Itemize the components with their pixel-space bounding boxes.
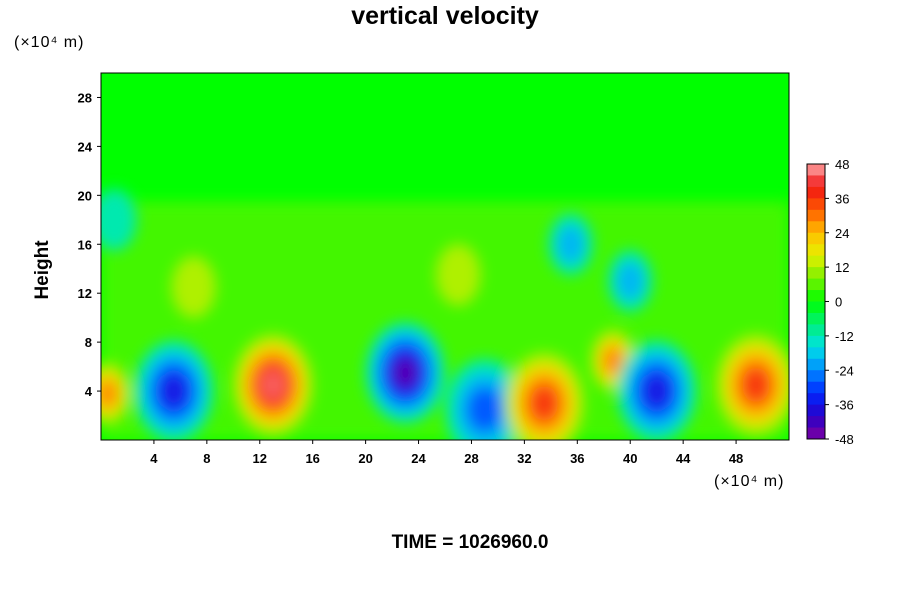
x-tick-label: 44	[676, 451, 691, 466]
heatmap-field	[101, 73, 789, 440]
colorbar-band	[807, 427, 825, 440]
heatmap-cell	[261, 370, 285, 400]
heatmap-cell	[557, 225, 585, 264]
x-tick-label: 28	[464, 451, 478, 466]
colorbar-band	[807, 416, 825, 429]
colorbar-band	[807, 255, 825, 268]
x-tick-label: 16	[305, 451, 319, 466]
colorbar-tick-label: 12	[835, 260, 849, 275]
y-tick-label: 16	[78, 237, 92, 252]
colorbar-band	[807, 221, 825, 234]
colorbar-tick-label: -48	[835, 432, 854, 447]
colorbar-band	[807, 290, 825, 302]
colorbar-band	[807, 324, 825, 337]
colorbar-tick-label: 48	[835, 157, 849, 172]
y-tick-label: 20	[78, 188, 92, 203]
x-axis: 4 8 12 16 20 24 28 32 36 40 44 48	[150, 440, 743, 466]
colorbar: 48 36 24 12 0 -12 -24 -36 -48	[806, 157, 854, 447]
x-axis-unit: (×10⁴ m)	[714, 473, 785, 490]
x-tick-label: 12	[253, 451, 267, 466]
heatmap-cell	[603, 346, 623, 375]
x-tick-label: 20	[358, 451, 372, 466]
colorbar-band	[807, 278, 825, 291]
colorbar-tick-label: -24	[835, 363, 854, 378]
colorbar-tick-label: -12	[835, 329, 854, 344]
colorbar-band	[807, 164, 825, 176]
heatmap-cell	[616, 261, 644, 300]
colorbar-tick-label: -36	[835, 398, 854, 413]
colorbar-tick-label: 24	[835, 226, 849, 241]
colorbar-band	[807, 232, 825, 245]
colorbar-band	[807, 244, 825, 257]
y-tick-label: 28	[78, 90, 92, 105]
x-tick-label: 40	[623, 451, 637, 466]
colorbar-band	[807, 393, 825, 406]
chart-title: vertical velocity	[351, 2, 539, 30]
heatmap-cell	[530, 385, 559, 421]
colorbar-band	[807, 335, 825, 348]
heatmap-cell	[393, 358, 417, 388]
colorbar-band	[807, 358, 825, 371]
colorbar-band	[807, 175, 825, 188]
x-tick-label: 36	[570, 451, 584, 466]
x-tick-label: 8	[203, 451, 210, 466]
y-tick-label: 24	[78, 139, 93, 154]
colorbar-tick-label: 36	[835, 191, 849, 206]
heatmap-cell	[171, 256, 216, 318]
colorbar-band	[807, 370, 825, 383]
colorbar-band	[807, 312, 825, 325]
colorbar-tick-label: 0	[835, 295, 842, 310]
x-tick-label: 48	[729, 451, 743, 466]
colorbar-band	[807, 301, 825, 314]
heatmap-cell	[436, 244, 481, 306]
time-label: TIME = 1026960.0	[391, 532, 549, 553]
plot-frame	[100, 72, 790, 441]
y-tick-label: 4	[85, 384, 93, 399]
heatmap-cell	[467, 386, 503, 432]
colorbar-band	[807, 209, 825, 222]
colorbar-band	[807, 404, 825, 417]
heatmap-cell	[101, 188, 137, 251]
colorbar-band	[807, 198, 825, 211]
y-axis-unit: (×10⁴ m)	[14, 34, 85, 51]
heatmap-cell	[101, 379, 118, 408]
heatmap-cell	[642, 373, 671, 409]
x-tick-label: 24	[411, 451, 426, 466]
y-tick-label: 12	[78, 286, 92, 301]
x-tick-label: 32	[517, 451, 531, 466]
colorbar-band	[807, 267, 825, 280]
colorbar-band	[807, 186, 825, 199]
colorbar-band	[807, 381, 825, 394]
x-tick-label: 4	[150, 451, 158, 466]
y-tick-label: 8	[85, 335, 92, 350]
colorbar-band	[807, 347, 825, 360]
y-axis: 4 8 12 16 20 24 28	[78, 90, 101, 399]
heatmap-cell	[159, 373, 188, 409]
heatmap-cell	[742, 367, 770, 403]
